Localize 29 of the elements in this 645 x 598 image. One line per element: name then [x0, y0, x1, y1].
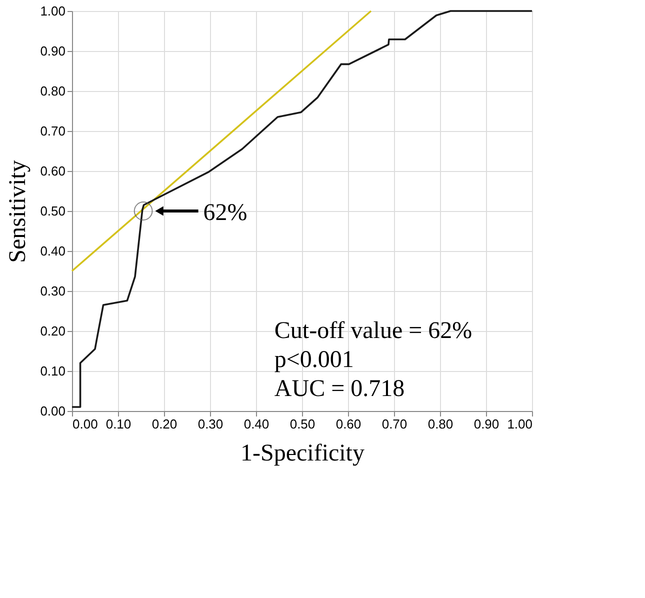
y-tick-label: 0.40 [40, 244, 66, 258]
x-tick-label: 0.40 [244, 416, 270, 432]
y-tick-label: 0.80 [40, 84, 66, 98]
y-tick-label: 0.10 [40, 364, 66, 378]
annotation: p<0.001 [274, 347, 354, 373]
x-tick-label: 0.90 [474, 416, 500, 432]
x-tick-label: 0.70 [382, 416, 408, 432]
x-tick-label: 0.60 [336, 416, 362, 432]
x-tick-label: 0.50 [290, 416, 316, 432]
annotation: Cut-off value = 62% [274, 318, 472, 344]
x-tick-label: 0.10 [106, 416, 132, 432]
y-tick-label: 0.20 [40, 324, 66, 338]
x-tick-label: 0.80 [428, 416, 454, 432]
y-tick-label: 0.30 [40, 284, 66, 298]
annotation: 62% [203, 200, 248, 226]
y-tick-label: 0.70 [40, 124, 66, 138]
x-tick-label: 0.20 [152, 416, 178, 432]
y-axis-title: Sensitivity [5, 160, 32, 263]
y-tick-label: 0.50 [40, 204, 66, 218]
y-tick-label: 0.90 [40, 44, 66, 58]
y-tick-label: 0.00 [40, 404, 66, 418]
x-tick-label: 0.30 [198, 416, 224, 432]
line-series [71, 10, 533, 408]
annotation: AUC = 0.718 [274, 376, 405, 402]
x-tick-label: 0.00 [72, 416, 98, 432]
x-axis-title: 1-Specificity [240, 440, 364, 466]
y-tick-label: 0.60 [40, 164, 66, 178]
x-tick-label: 1.00 [507, 416, 532, 432]
y-tick-label: 1.00 [40, 4, 66, 18]
